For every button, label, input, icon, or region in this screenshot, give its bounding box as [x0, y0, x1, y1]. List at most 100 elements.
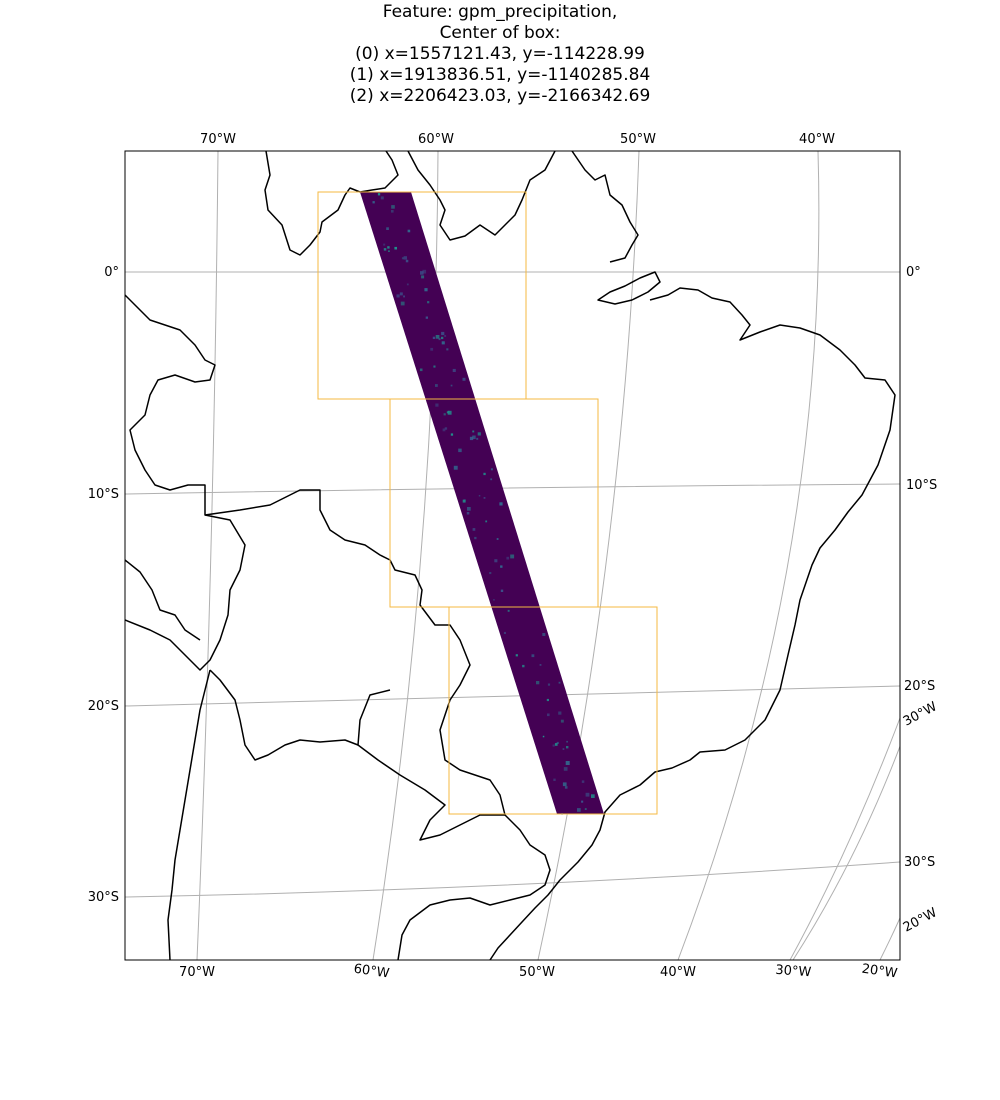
box-2 [448, 606, 658, 815]
swath-speckle [577, 808, 581, 812]
swath-speckle [562, 748, 565, 750]
swath-speckle [581, 800, 584, 803]
swath-speckle [435, 335, 440, 339]
meridian-70w [196, 151, 219, 960]
swath-speckle [401, 257, 404, 260]
swath-speckle [584, 808, 587, 810]
swath-speckle [403, 256, 407, 260]
swath-speckle [553, 778, 556, 781]
feature-boxes [317, 191, 658, 815]
swath-speckle [400, 301, 405, 306]
right-lon-label-20w: 20°W [901, 905, 940, 935]
swath-speckle [547, 713, 550, 717]
bottom-lon-label-20w: 20°W [861, 962, 899, 982]
meridian-30w [792, 744, 900, 960]
swath-speckle [558, 711, 562, 715]
box-2-center: (2) x=2206423.03, y=-2166342.69 [349, 86, 651, 106]
swath-speckle [552, 744, 555, 747]
swath-speckle [477, 432, 481, 436]
right-lat-label-30s: 30°S [904, 855, 935, 870]
swath-speckle [564, 786, 568, 789]
parallel-10s [125, 483, 900, 495]
left-lat-label-10s: 10°S [88, 487, 119, 502]
swath-speckle [383, 248, 387, 251]
swath-speckle [500, 565, 503, 568]
top-lon-label-40w: 40°W [799, 132, 835, 147]
swath-speckle [531, 654, 535, 658]
marajo-island [597, 271, 661, 305]
left-lat-label-20s: 20°S [88, 699, 119, 714]
top-lon-label-60w: 60°W [418, 132, 454, 147]
andes-border [125, 559, 201, 641]
swath-speckle [407, 229, 411, 233]
swath-speckle [467, 507, 471, 511]
swath-speckle [380, 196, 384, 200]
swath-speckle [469, 436, 474, 441]
swath-speckle [542, 633, 546, 636]
swath-speckle [430, 347, 434, 351]
swath-speckles [372, 193, 595, 815]
swath-speckle [581, 780, 585, 783]
swath-speckle [542, 735, 545, 738]
swath-speckle [372, 201, 375, 204]
swath-polygon [360, 192, 604, 814]
argentina-border [357, 744, 505, 841]
swath-speckle [560, 719, 564, 723]
swath-speckle [472, 435, 476, 439]
bottom-lon-label-60w: 60°W [353, 962, 391, 982]
swath-speckle [546, 698, 549, 702]
meridian-50w [537, 151, 640, 960]
bolivia-border [204, 489, 506, 816]
right-lon-label-30w: 30°W [901, 699, 940, 729]
swath-speckle [441, 336, 444, 340]
amapa-coast [571, 151, 639, 263]
bottom-lon-label-40w: 40°W [660, 965, 696, 980]
swath-speckle [442, 428, 446, 432]
swath-speckle [450, 433, 454, 436]
swath-speckle [539, 664, 542, 666]
right-lat-label-20s: 20°S [904, 679, 935, 694]
meridian-40w [677, 151, 820, 960]
meridian-60w [372, 151, 439, 960]
swath-speckle [447, 410, 452, 415]
box-1-center: (1) x=1913836.51, y=-1140285.84 [349, 65, 651, 85]
swath-speckle [566, 746, 569, 749]
swath-speckle [453, 465, 458, 470]
pacific-coast [167, 669, 211, 960]
swath-speckle [386, 227, 389, 230]
parallel-20s [125, 685, 900, 707]
swath-speckle [405, 259, 409, 263]
swath-speckle [554, 743, 558, 746]
swath-speckle [420, 271, 424, 275]
swath-speckle [435, 384, 438, 387]
right-lat-label-10s: 10°S [906, 478, 937, 493]
swath-speckle [500, 589, 504, 592]
swath-speckle [499, 502, 503, 506]
map-area [125, 151, 900, 960]
swath-speckle [563, 767, 568, 771]
right-lat-label-0: 0° [906, 265, 921, 280]
swath-speckle [490, 468, 493, 471]
paraguay-border [209, 669, 391, 761]
swath-speckle [377, 193, 381, 196]
bottom-lon-label-70w: 70°W [179, 965, 215, 980]
swath-speckle [483, 472, 486, 476]
swath-speckle [406, 283, 409, 286]
swath-speckle [476, 437, 479, 440]
swath-speckle [489, 572, 492, 575]
coastlines [125, 151, 896, 960]
swath-speckle [427, 301, 430, 304]
swath-speckle [522, 664, 525, 668]
swath-speckle [419, 368, 423, 372]
center-title-line: Center of box: [439, 23, 561, 43]
swath-speckle [435, 403, 439, 407]
swath-speckle [591, 794, 595, 798]
swath-speckle [458, 448, 462, 453]
swath-speckle [474, 536, 477, 540]
precip-swath [360, 192, 604, 815]
swath-speckle [510, 554, 515, 559]
swath-speckle [391, 210, 394, 213]
meridian-30w-edge [789, 717, 900, 960]
left-lat-label-0: 0° [104, 265, 119, 280]
left-lat-label-30s: 30°S [88, 890, 119, 905]
